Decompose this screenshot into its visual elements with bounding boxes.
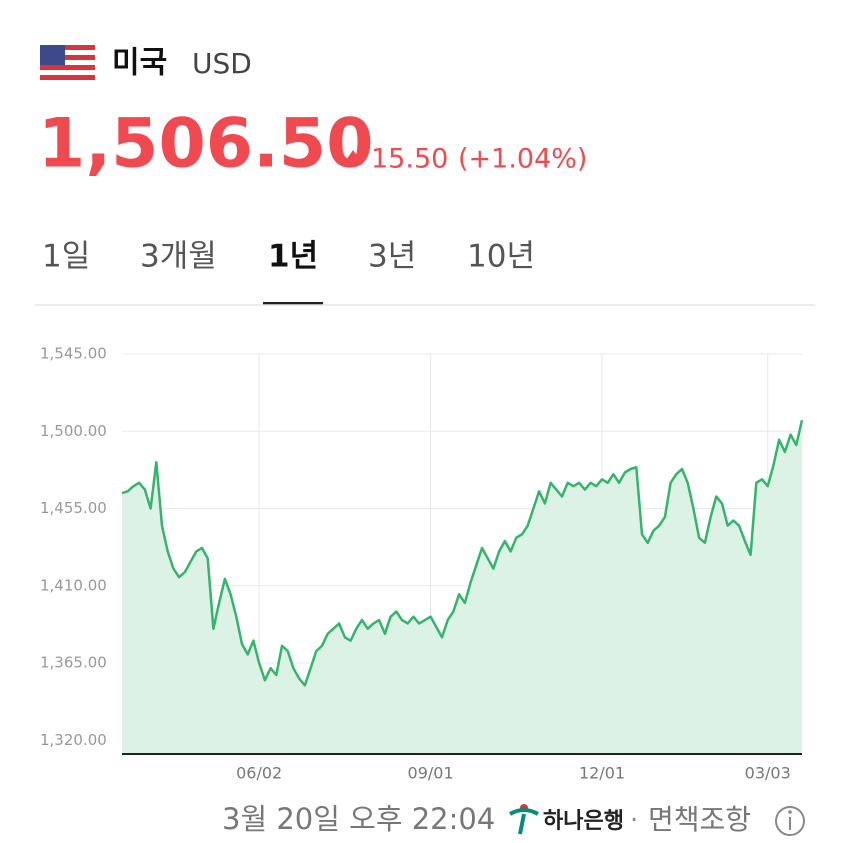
bank-logo [509,804,539,835]
info-icon[interactable] [775,806,805,836]
y-tick-label: 1,500.00 [40,422,107,440]
footer-separator: · [630,806,638,836]
us-flag [40,45,95,80]
chart: 1,320.00 1,365.00 1,410.00 1,455.00 1,500.00… [40,345,804,783]
line [121,419,804,687]
x-tick-label: 12/01 [579,764,625,783]
y-tick-label: 1,545.00 [40,345,107,363]
bank-name: 하나은행 [543,809,624,834]
y-tick-label: 1,365.00 [40,654,107,672]
tab[interactable]: 1년 [268,239,318,275]
timestamp: 3월 20일 오후 22:04 [222,802,495,836]
tab-underline [263,302,324,305]
tab[interactable]: 3년 [368,239,416,275]
disclaimer[interactable]: 면책조항 [648,803,751,836]
tab[interactable]: 3개월 [140,239,217,275]
x-tick-label: 09/01 [408,764,454,783]
tab[interactable]: 1일 [42,239,90,275]
country: 미국 [112,46,167,81]
currency: USD [192,47,252,80]
x-tick-label: 03/03 [745,764,791,783]
tab[interactable]: 10년 [467,239,535,275]
change-percent: (+1.04%) [458,144,587,175]
area [122,420,802,754]
price: 1,506.50 [38,105,374,184]
change: 15.50 [371,144,448,175]
tabs: 1일 3개월 1년 3년 10년 [42,239,535,305]
y-tick-label: 1,410.00 [40,576,107,594]
up-arrow [346,150,360,160]
x-tick-label: 06/02 [236,764,282,783]
footer: 3월 20일 오후 22:04 하나은행 · 면책조항 [222,802,805,836]
y-tick-label: 1,320.00 [40,731,107,749]
y-tick-label: 1,455.00 [40,499,107,517]
